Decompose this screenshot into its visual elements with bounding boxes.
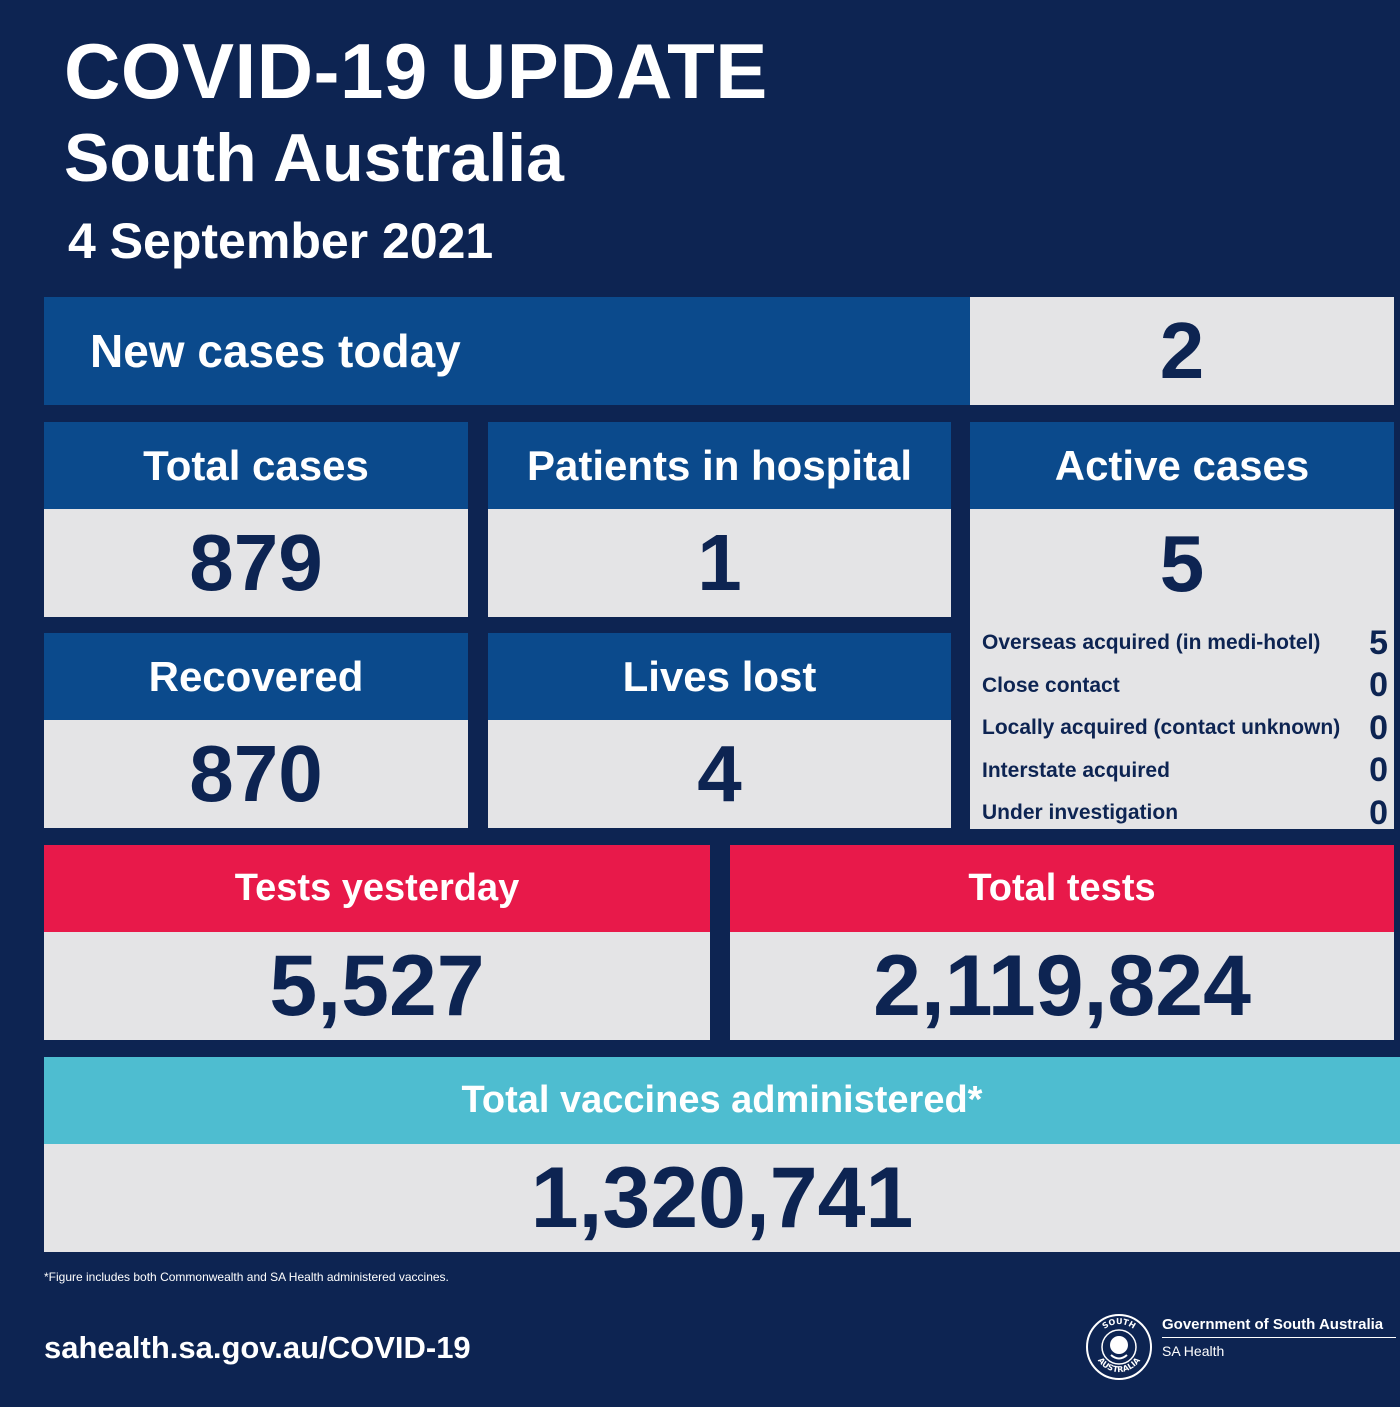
vaccines-value: 1,320,741 — [44, 1144, 1400, 1252]
total-tests-value: 2,119,824 — [730, 932, 1394, 1040]
page-title: COVID-19 UPDATE — [64, 27, 768, 115]
active-cases-label: Active cases — [970, 422, 1394, 509]
breakdown-value: 0 — [1369, 751, 1388, 790]
new-cases-value: 2 — [970, 297, 1394, 405]
breakdown-label: Overseas acquired (in medi-hotel) — [982, 631, 1321, 655]
breakdown-label: Locally acquired (contact unknown) — [982, 716, 1341, 740]
breakdown-label: Close contact — [982, 673, 1120, 697]
breakdown-label: Under investigation — [982, 801, 1179, 825]
south-australia-seal-icon: SOUTH AUSTRALIA — [1086, 1314, 1152, 1380]
lives-lost-value: 4 — [488, 720, 951, 828]
svg-text:SOUTH: SOUTH — [1101, 1317, 1137, 1331]
lives-lost-label: Lives lost — [488, 633, 951, 720]
breakdown-value: 5 — [1369, 623, 1388, 662]
department-name: SA Health — [1162, 1343, 1225, 1359]
breakdown-value: 0 — [1369, 666, 1388, 705]
patients-in-hospital-value: 1 — [488, 509, 951, 617]
active-cases-breakdown: Overseas acquired (in medi-hotel) 5 Clos… — [970, 618, 1394, 832]
breakdown-row: Interstate acquired 0 — [982, 750, 1394, 793]
report-date: 4 September 2021 — [68, 213, 494, 269]
total-tests-label: Total tests — [730, 845, 1394, 932]
breakdown-row: Under investigation 0 — [982, 792, 1394, 835]
government-logo: SOUTH AUSTRALIA Government of South Aust… — [1084, 1312, 1396, 1382]
recovered-label: Recovered — [44, 633, 468, 720]
new-cases-label: New cases today — [44, 297, 970, 405]
total-cases-value: 879 — [44, 509, 468, 617]
government-name: Government of South Australia — [1162, 1316, 1396, 1338]
seal-text-top: SOUTH — [1101, 1317, 1137, 1331]
breakdown-value: 0 — [1369, 708, 1388, 747]
vaccines-label: Total vaccines administered* — [44, 1057, 1400, 1144]
breakdown-label: Interstate acquired — [982, 758, 1170, 782]
region-title: South Australia — [64, 120, 564, 196]
breakdown-row: Close contact 0 — [982, 665, 1394, 708]
breakdown-value: 0 — [1369, 793, 1388, 832]
active-cases-value: 5 — [970, 509, 1394, 619]
recovered-value: 870 — [44, 720, 468, 828]
tests-yesterday-label: Tests yesterday — [44, 845, 710, 932]
patients-in-hospital-label: Patients in hospital — [488, 422, 951, 509]
vaccine-footnote: *Figure includes both Commonwealth and S… — [44, 1270, 449, 1284]
breakdown-row: Overseas acquired (in medi-hotel) 5 — [982, 622, 1394, 665]
total-cases-label: Total cases — [44, 422, 468, 509]
website-link[interactable]: sahealth.sa.gov.au/COVID-19 — [44, 1330, 471, 1365]
breakdown-row: Locally acquired (contact unknown) 0 — [982, 707, 1394, 750]
tests-yesterday-value: 5,527 — [44, 932, 710, 1040]
